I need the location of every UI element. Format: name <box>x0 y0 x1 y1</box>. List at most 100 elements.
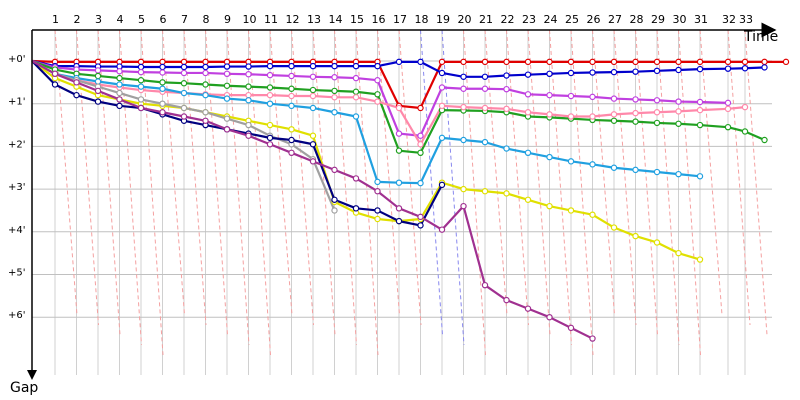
series-10-point <box>352 175 360 182</box>
series-lines <box>31 59 786 340</box>
lap-reference-line <box>678 29 701 356</box>
series-10-point <box>460 202 467 210</box>
series-6-point <box>159 85 166 92</box>
series-4-point <box>724 123 732 131</box>
x-tick-label: 21 <box>479 13 493 26</box>
series-3-point <box>696 98 704 106</box>
x-tick-label: 11 <box>264 13 278 26</box>
series-2-point <box>159 63 166 71</box>
series-5-point <box>546 111 553 118</box>
series-3-point <box>724 99 732 107</box>
lap-reference-line <box>377 29 400 316</box>
series-8-point <box>202 109 209 116</box>
series-6-point <box>245 97 252 104</box>
series-7-point <box>610 224 618 231</box>
series-3-point <box>438 84 446 91</box>
series-5-point <box>589 113 596 120</box>
x-tick-label: 32 <box>722 13 736 26</box>
series-7-point <box>546 202 553 210</box>
series-1-point <box>675 58 682 66</box>
series-10-point <box>180 113 188 120</box>
lap-reference-line <box>613 29 637 326</box>
series-5-point <box>438 102 446 110</box>
series-4-point <box>417 149 424 157</box>
series-6-point <box>331 109 338 116</box>
series-1-point <box>761 58 768 66</box>
series-6-point <box>288 102 295 110</box>
x-tick-label: 30 <box>673 13 687 26</box>
y-tick-label: +0' <box>8 54 26 65</box>
x-tick-label: 12 <box>286 13 300 26</box>
x-tick-label: 16 <box>372 13 386 26</box>
series-4-point <box>266 84 274 91</box>
x-tick-label: 20 <box>458 13 472 26</box>
series-3-point <box>503 85 510 93</box>
series-2-point <box>374 62 381 70</box>
series-6-point <box>180 89 188 97</box>
series-2-point <box>417 58 424 66</box>
series-5-point <box>524 109 532 116</box>
series-9-point <box>51 81 59 88</box>
lap-reference-line <box>398 29 422 326</box>
series-5-point <box>266 91 274 99</box>
series-2-point <box>309 62 317 70</box>
series-10-point <box>567 324 575 332</box>
lap-reference-line <box>269 29 293 316</box>
series-6-point <box>632 166 639 174</box>
series-10-point <box>589 335 596 342</box>
x-tick-label: 7 <box>181 13 188 26</box>
series-9-point <box>395 217 403 225</box>
series-4-point <box>180 80 188 87</box>
series-7-point <box>481 188 489 195</box>
series-9-point <box>266 134 274 142</box>
x-tick-label: 26 <box>587 13 601 26</box>
series-10-point <box>417 213 424 221</box>
series-4-point <box>94 72 102 80</box>
series-4-point <box>632 118 639 125</box>
series-3-point <box>524 91 532 98</box>
series-1-point <box>782 58 790 66</box>
series-2-point <box>331 62 338 70</box>
series-7-point <box>632 232 639 240</box>
lap-reference-line <box>119 29 142 346</box>
x-tick-label: 1 <box>52 13 59 26</box>
series-4-point <box>610 117 618 124</box>
series-9-point <box>309 141 317 148</box>
series-6-point <box>675 170 682 178</box>
series-3-point <box>546 91 553 99</box>
lap-reference-line <box>312 29 336 336</box>
series-6-point <box>309 104 317 112</box>
series-9-point <box>417 222 424 229</box>
lap-reference-line <box>699 29 723 316</box>
lap-reference-line <box>291 29 314 326</box>
series-8-point <box>137 96 145 103</box>
series-3-point <box>632 96 639 103</box>
lap-reference-line <box>334 29 357 346</box>
series-2-point <box>761 64 768 71</box>
series-10-point <box>395 205 403 212</box>
series-7-point <box>653 239 661 246</box>
series-2-point <box>724 65 732 72</box>
series-3-point <box>610 95 618 102</box>
series-7-point <box>503 190 510 197</box>
series-4-point <box>202 81 209 88</box>
x-tick-label: 31 <box>694 13 708 26</box>
series-4-point <box>352 88 360 95</box>
lap-reference-line <box>635 29 658 336</box>
series-6-point <box>589 161 596 168</box>
series-9-point <box>288 136 295 144</box>
series-4-point <box>288 85 295 92</box>
series-5-point <box>675 108 682 115</box>
series-2-point <box>245 63 252 70</box>
series-6-point <box>417 179 424 187</box>
series-3-point <box>159 69 166 76</box>
series-6-point <box>503 145 510 152</box>
series-8-point <box>180 104 188 112</box>
series-2-point <box>524 71 532 78</box>
series-5-point <box>724 105 732 113</box>
series-6-point <box>546 153 553 161</box>
series-1-point <box>417 104 424 112</box>
series-7-point <box>288 126 295 133</box>
series-3-point <box>137 68 145 76</box>
